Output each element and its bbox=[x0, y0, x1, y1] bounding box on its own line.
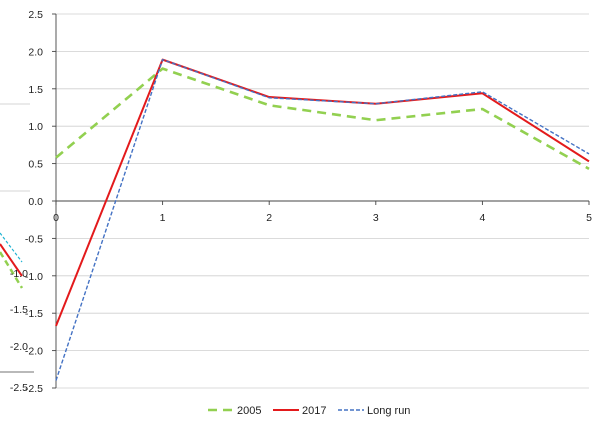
y-tick-label: -1.0 bbox=[25, 271, 43, 283]
fragment-series-line bbox=[0, 243, 23, 277]
x-tick-labels: 0 1 2 3 4 5 bbox=[53, 212, 592, 224]
legend-label: Long run bbox=[367, 405, 410, 417]
fragment-y-tick-label: -1.0 bbox=[10, 268, 28, 280]
fragment-y-tick-label: -1.5 bbox=[10, 304, 28, 316]
fragment-series-line bbox=[0, 232, 23, 263]
x-tick-label: 4 bbox=[479, 212, 485, 224]
y-tick-label: 0.5 bbox=[28, 159, 43, 171]
legend-label: 2005 bbox=[237, 405, 261, 417]
x-tick-label: 3 bbox=[373, 212, 379, 224]
y-tick-label: 2.0 bbox=[28, 46, 43, 58]
gridlines bbox=[56, 13, 589, 389]
y-tick-label: 1.5 bbox=[28, 84, 43, 96]
x-tick-label: 2 bbox=[266, 212, 272, 224]
series-line-2017 bbox=[55, 58, 590, 327]
x-tick-label: 5 bbox=[586, 212, 592, 224]
axes bbox=[52, 13, 590, 389]
y-tick-label: -2.0 bbox=[25, 346, 43, 358]
y-tick-label: 2.5 bbox=[28, 9, 43, 21]
fragment-y-tick-label: -2.5 bbox=[10, 382, 28, 394]
series-lines bbox=[55, 58, 590, 381]
fragment-series-line bbox=[0, 251, 24, 289]
y-tick-label: -1.5 bbox=[25, 308, 43, 320]
y-tick-labels: 2.5 2.0 1.5 1.0 0.5 0.0 -0.5 -1.0 -1.5 -2.0 -2.5 bbox=[25, 9, 43, 395]
legend: 2005 2017 Long run bbox=[208, 405, 410, 417]
legend-label: 2017 bbox=[302, 405, 326, 417]
y-tick-label: 1.0 bbox=[28, 121, 43, 133]
x-tick-label: 1 bbox=[160, 212, 166, 224]
y-tick-label: -0.5 bbox=[25, 233, 43, 245]
y-tick-label: 0.0 bbox=[28, 196, 43, 208]
y-tick-label: -2.5 bbox=[25, 383, 43, 395]
x-tick-label: 0 bbox=[53, 212, 59, 224]
series-line-2005 bbox=[55, 67, 590, 170]
cropped-chart-fragment: -1.0 -1.5 -2.0 -2.5 bbox=[0, 103, 34, 394]
series-line-long-run bbox=[55, 58, 590, 381]
fragment-y-tick-label: -2.0 bbox=[10, 341, 28, 353]
